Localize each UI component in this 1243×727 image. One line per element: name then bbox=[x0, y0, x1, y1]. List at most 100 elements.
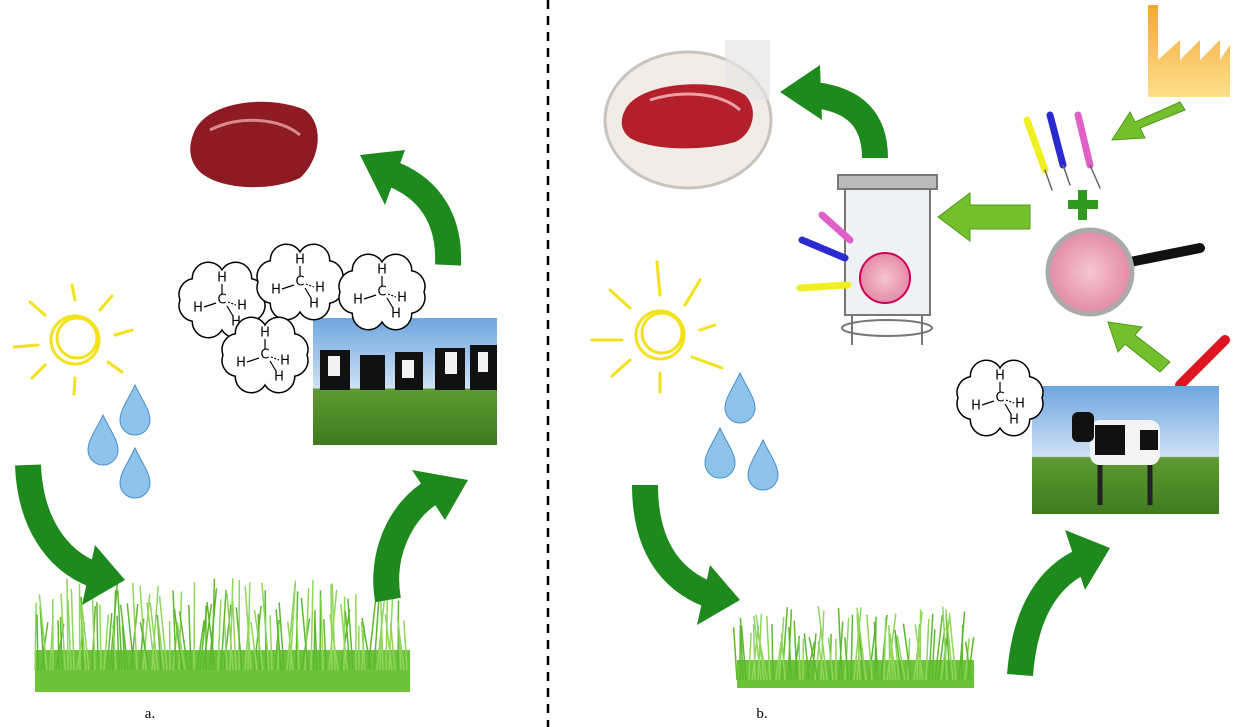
grass-blade bbox=[253, 610, 264, 671]
grass-blade bbox=[755, 614, 765, 681]
grass-blade bbox=[126, 603, 135, 671]
bond bbox=[246, 357, 260, 363]
grass-blade bbox=[793, 620, 798, 681]
grass-blade bbox=[139, 586, 147, 671]
grass-blade bbox=[766, 615, 771, 681]
bond bbox=[226, 305, 234, 317]
grass-blade bbox=[331, 583, 336, 671]
grass-blade bbox=[811, 633, 817, 681]
grass-blade bbox=[967, 637, 975, 681]
plus-sign bbox=[1068, 190, 1098, 220]
bond bbox=[1005, 399, 1015, 404]
grass-blade bbox=[117, 590, 123, 671]
grass-blade bbox=[320, 596, 324, 671]
atom-label: H bbox=[353, 293, 363, 308]
grass-blade bbox=[106, 612, 113, 671]
grass-blade bbox=[919, 609, 922, 681]
bond bbox=[305, 283, 315, 288]
grass-blade bbox=[934, 614, 944, 681]
atom-label: H bbox=[236, 356, 246, 371]
grass-blade bbox=[866, 614, 873, 681]
grass-blade bbox=[310, 579, 314, 671]
grass-blade bbox=[116, 615, 120, 671]
grass-blade bbox=[76, 622, 86, 671]
grass-blade bbox=[59, 616, 63, 671]
bond bbox=[269, 360, 277, 372]
grass-blade bbox=[172, 590, 177, 671]
atom-label: H bbox=[217, 271, 227, 286]
grass-blade bbox=[937, 627, 946, 681]
grass-blade bbox=[844, 617, 850, 681]
atom-label: H bbox=[231, 315, 241, 330]
petri-dish-meat bbox=[603, 40, 773, 190]
grass-blade bbox=[130, 604, 139, 671]
grass-blade bbox=[361, 617, 372, 671]
grass-blade bbox=[360, 621, 366, 671]
grass-blade bbox=[196, 620, 205, 671]
grass-blade bbox=[146, 602, 156, 671]
cloud-outline bbox=[338, 253, 426, 331]
grass-blade bbox=[751, 625, 760, 681]
atom-label: H bbox=[377, 263, 387, 278]
meat bbox=[190, 101, 318, 188]
grass-blade bbox=[850, 614, 854, 681]
sun bbox=[590, 260, 724, 394]
atom-label: H bbox=[391, 307, 401, 322]
grass-blade bbox=[808, 637, 819, 681]
grass-blade bbox=[781, 607, 789, 681]
grass-blade bbox=[340, 603, 348, 671]
panel-label: a. bbox=[145, 706, 155, 722]
grass-blade bbox=[771, 624, 774, 681]
grass-blade bbox=[178, 591, 183, 671]
atom-label: H bbox=[995, 369, 1005, 384]
grass-blade bbox=[757, 631, 768, 681]
water-drops bbox=[87, 383, 151, 499]
grass-blade bbox=[323, 619, 327, 671]
grass-blade bbox=[278, 602, 285, 671]
grass-blade bbox=[964, 638, 970, 681]
factory bbox=[1148, 5, 1230, 97]
grass-blade bbox=[119, 604, 129, 671]
grass-blade bbox=[34, 602, 37, 671]
grass-blade bbox=[223, 604, 232, 671]
bond bbox=[981, 400, 995, 406]
grass-blade bbox=[112, 590, 117, 671]
cloud-outline bbox=[956, 359, 1044, 437]
bond bbox=[270, 356, 280, 361]
grass-blade bbox=[340, 609, 351, 671]
grass-blade bbox=[788, 627, 792, 681]
bond bbox=[1004, 403, 1012, 415]
grass-blade bbox=[964, 641, 972, 681]
methane-cloud: CHH HH bbox=[221, 316, 309, 394]
grass-blade bbox=[931, 629, 936, 681]
grass-blade bbox=[121, 625, 126, 671]
grass-blade bbox=[158, 595, 168, 671]
grass-blade bbox=[188, 604, 192, 671]
grass-blade bbox=[858, 632, 864, 681]
grass-blade bbox=[139, 621, 150, 671]
grass-blade bbox=[103, 614, 110, 671]
grass-blade bbox=[178, 611, 189, 671]
grass-blade bbox=[193, 582, 196, 671]
grass-blade bbox=[176, 621, 186, 671]
grass-blade bbox=[226, 593, 234, 671]
bioreactor bbox=[837, 174, 938, 345]
grass-blade bbox=[142, 594, 151, 671]
grass-blade bbox=[780, 633, 786, 681]
grass-blade bbox=[914, 624, 924, 681]
grass-blade bbox=[379, 595, 384, 671]
atom-label: H bbox=[271, 283, 281, 298]
grass-blade bbox=[752, 624, 756, 681]
grass-blade bbox=[883, 617, 887, 681]
grass-blade bbox=[896, 635, 906, 681]
grass-blade bbox=[902, 623, 912, 681]
grass-blade bbox=[775, 641, 782, 681]
grass-blade bbox=[173, 608, 183, 671]
cow-photo bbox=[1032, 386, 1219, 514]
bond bbox=[281, 284, 295, 290]
grass-blade bbox=[384, 614, 393, 671]
grass-blade bbox=[60, 593, 66, 671]
grass-blade bbox=[132, 582, 138, 671]
methane-cloud: CHH HH bbox=[956, 359, 1044, 437]
grass-blade bbox=[39, 606, 45, 671]
